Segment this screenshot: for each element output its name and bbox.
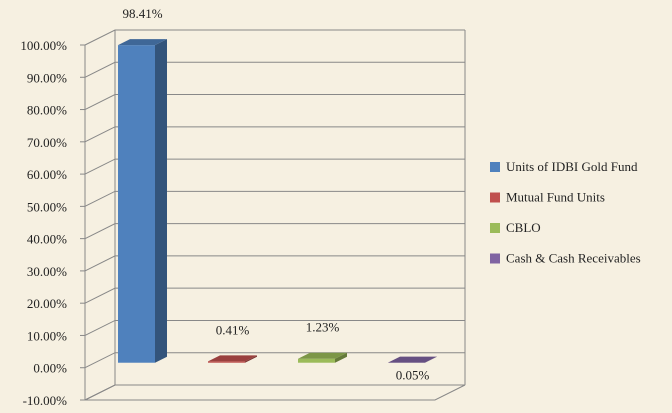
legend-label: CBLO — [506, 220, 541, 235]
y-tick-label: 30.00% — [27, 264, 67, 279]
grid-line — [84, 352, 465, 369]
grid-line — [84, 190, 465, 207]
y-tick-label: 100.00% — [20, 38, 67, 53]
bar — [298, 358, 335, 363]
grid-line — [84, 287, 465, 304]
bar-side — [425, 356, 437, 363]
y-tick-label: 60.00% — [27, 167, 67, 182]
floor — [84, 384, 466, 401]
bar-top — [388, 356, 437, 363]
legend-label: Cash & Cash Receivables — [506, 250, 641, 265]
legend-swatch — [490, 223, 500, 233]
bar-top — [118, 39, 167, 46]
y-tick-label: 20.00% — [27, 296, 67, 311]
legend-label: Mutual Fund Units — [506, 189, 605, 204]
y-tick-label: 80.00% — [27, 103, 67, 118]
grid-line — [84, 223, 465, 240]
grid-line — [84, 61, 465, 78]
bar-side — [245, 355, 257, 363]
grid-line — [84, 255, 465, 272]
value-label: 0.05% — [396, 368, 430, 383]
bar-side — [155, 39, 167, 363]
y-tick-label: 90.00% — [27, 70, 67, 85]
bar — [118, 45, 155, 363]
legend-swatch — [490, 192, 500, 203]
grid-line — [84, 29, 465, 46]
grid-line — [84, 94, 465, 110]
bar-side — [335, 352, 347, 363]
value-label: 0.41% — [216, 322, 250, 337]
value-label: 1.23% — [306, 320, 340, 335]
grid-line — [84, 158, 465, 175]
y-tick-label: 10.00% — [27, 328, 67, 343]
bar-top — [208, 355, 257, 362]
value-label: 98.41% — [122, 6, 162, 21]
grid-line — [84, 319, 465, 336]
legend-label: Units of IDBI Gold Fund — [506, 159, 638, 174]
legend-swatch — [490, 253, 500, 264]
y-tick-label: 50.00% — [27, 199, 67, 214]
bar — [208, 361, 245, 363]
grid-line — [84, 126, 465, 143]
bar-top — [298, 352, 347, 359]
y-tick-label: 0.00% — [33, 361, 67, 376]
legend-swatch — [490, 162, 500, 172]
grid-line — [84, 384, 465, 401]
y-tick-label: -10.00% — [23, 393, 68, 408]
y-tick-label: 70.00% — [27, 135, 67, 150]
y-tick-label: 40.00% — [27, 232, 67, 247]
